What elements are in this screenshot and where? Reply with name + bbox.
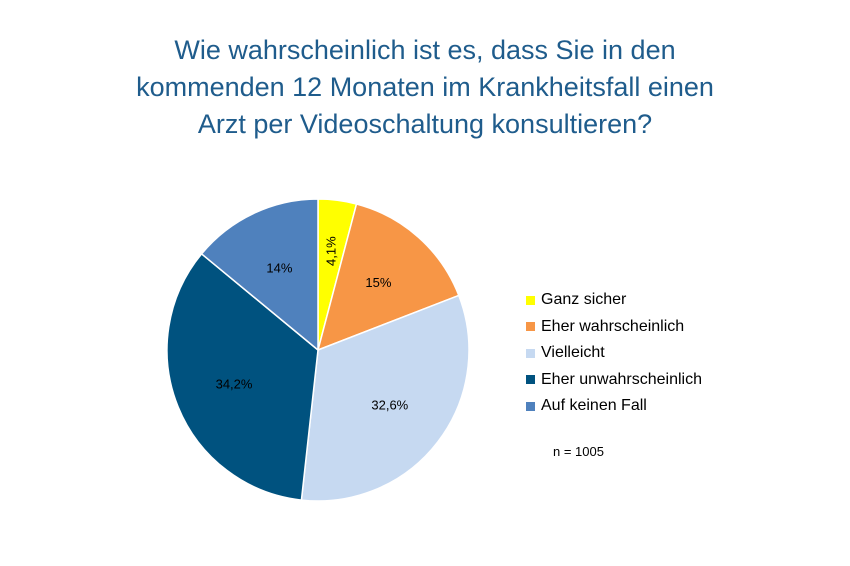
pie-data-label: 32,6%	[371, 398, 408, 413]
pie-slice-eher-wahrscheinlich	[316, 203, 460, 352]
pie-data-label: 14%	[266, 261, 292, 276]
pie-slice-eher-unwahrscheinlich	[166, 252, 319, 501]
legend-label: Auf keinen Fall	[541, 397, 647, 415]
legend: Ganz sicher Eher wahrscheinlich Vielleic…	[526, 287, 702, 420]
pie-slice-vielleicht	[300, 294, 470, 502]
legend-swatch	[526, 348, 535, 358]
legend-swatch	[526, 401, 535, 411]
pie-data-label: 34,2%	[216, 377, 253, 392]
chart-title: Wie wahrscheinlich ist es, dass Sie in d…	[0, 32, 850, 143]
legend-swatch	[526, 375, 535, 385]
legend-item-ganz-sicher: Ganz sicher	[526, 287, 702, 314]
title-line-2: kommenden 12 Monaten im Krankheitsfall e…	[136, 72, 714, 102]
title-line-1: Wie wahrscheinlich ist es, dass Sie in d…	[174, 35, 676, 65]
legend-item-auf-keinen-fall: Auf keinen Fall	[526, 393, 702, 420]
legend-label: Vielleicht	[541, 344, 605, 362]
legend-label: Eher unwahrscheinlich	[541, 370, 702, 388]
legend-item-vielleicht: Vielleicht	[526, 340, 702, 367]
pie-slice-auf-keinen-fall	[200, 198, 319, 352]
legend-swatch	[526, 295, 535, 305]
legend-item-eher-unwahrscheinlich: Eher unwahrscheinlich	[526, 367, 702, 394]
legend-label: Ganz sicher	[541, 291, 627, 309]
legend-label: Eher wahrscheinlich	[541, 317, 685, 335]
sample-size-note: n = 1005	[553, 444, 604, 459]
pie-data-label: 4,1%	[323, 236, 338, 266]
title-line-3: Arzt per Videoschaltung konsultieren?	[197, 109, 653, 139]
legend-swatch	[526, 322, 535, 332]
legend-item-eher-wahrscheinlich: Eher wahrscheinlich	[526, 314, 702, 341]
pie-data-label: 15%	[365, 275, 391, 290]
